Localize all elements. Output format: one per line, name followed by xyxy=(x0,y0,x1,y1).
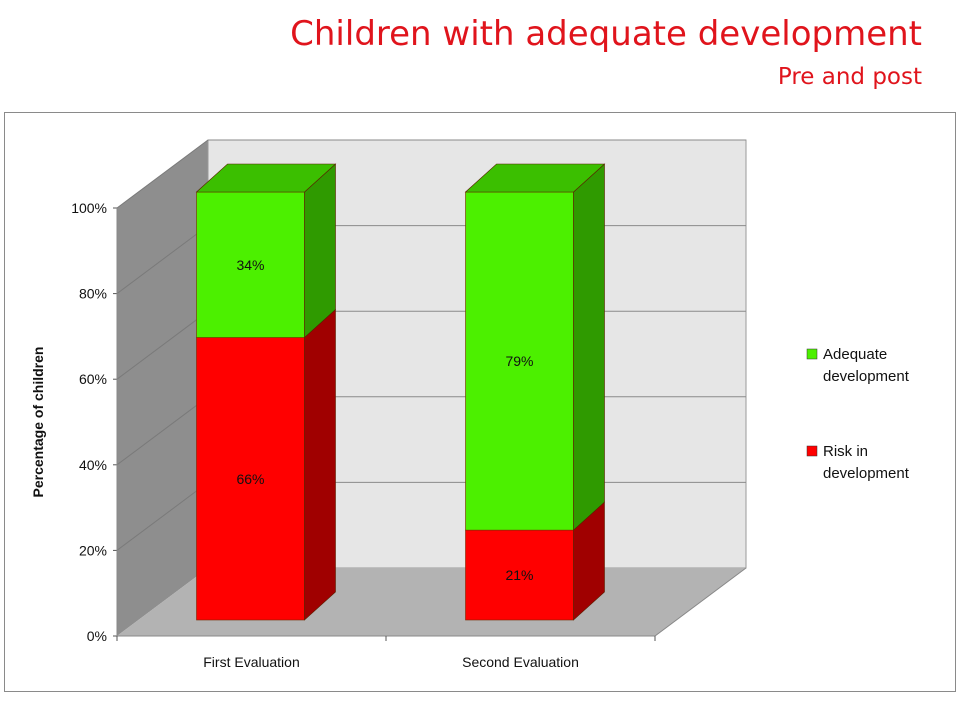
y-tick-label: 20% xyxy=(79,542,107,558)
y-tick-label: 80% xyxy=(79,286,107,302)
chart-frame: 0% 20% 40% 60% 80% 100% 66% 34% First Evaluation… xyxy=(4,112,956,692)
gridline-wall xyxy=(116,139,209,209)
legend-swatch xyxy=(806,445,818,457)
data-label: 21% xyxy=(505,567,533,583)
stacked-bar-chart: 0% 20% 40% 60% 80% 100% 66% 34% First Evaluation… xyxy=(30,139,910,670)
gridline-wall xyxy=(116,225,209,295)
gridline-wall xyxy=(116,396,209,466)
chart-subtitle: Pre and post xyxy=(777,64,922,90)
x-tick-label: Second Evaluation xyxy=(462,654,579,670)
bar-risk-1-front[interactable] xyxy=(196,337,305,621)
bar-adequate-2-front[interactable] xyxy=(465,191,574,531)
y-tick-label: 0% xyxy=(87,628,107,644)
bar-2-top xyxy=(464,163,606,193)
bar-adequate-1-front[interactable] xyxy=(196,191,305,338)
left-wall xyxy=(117,140,208,636)
bar-risk-2-front[interactable] xyxy=(465,529,574,621)
gridline-wall xyxy=(116,310,209,380)
legend-label: Risk in xyxy=(823,443,868,460)
y-axis-label: Percentage of children xyxy=(30,347,46,498)
data-label: 79% xyxy=(505,353,533,369)
bar-adequate-2-side xyxy=(573,163,605,531)
bar-1-top xyxy=(195,163,337,193)
data-label: 66% xyxy=(236,471,264,487)
legend-label: development xyxy=(823,465,910,482)
x-tick-label: First Evaluation xyxy=(203,654,299,670)
data-label: 34% xyxy=(236,257,264,273)
bar-risk-1-side xyxy=(304,308,336,621)
floor-edge xyxy=(654,567,747,637)
y-tick-label: 100% xyxy=(71,200,107,216)
legend-label: development xyxy=(823,368,910,385)
legend-swatch xyxy=(806,348,818,360)
chart-title: Children with adequate development xyxy=(290,14,922,54)
gridline-wall xyxy=(116,481,209,551)
legend-label: Adequate xyxy=(823,346,887,363)
y-tick-label: 40% xyxy=(79,457,107,473)
y-tick-label: 60% xyxy=(79,371,107,387)
bar-adequate-1-side xyxy=(304,163,336,339)
